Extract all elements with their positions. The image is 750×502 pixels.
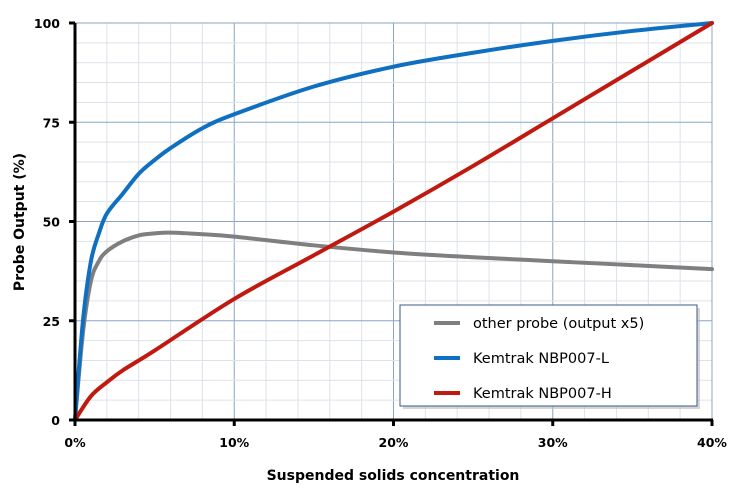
y-tick-label: 75 xyxy=(43,115,60,130)
series-line-1 xyxy=(73,21,714,422)
x-tick-label: 30% xyxy=(538,435,568,450)
legend: other probe (output x5) Kemtrak NBP007-L K… xyxy=(399,304,700,409)
x-axis-label: Suspended solids concentration xyxy=(267,468,520,484)
y-tick-label: 50 xyxy=(43,215,61,230)
legend-label: other probe (output x5) xyxy=(473,316,644,332)
x-tick-label: 20% xyxy=(379,435,409,450)
x-tick-label: 0% xyxy=(64,435,86,450)
y-axis-label: Probe Output (%) xyxy=(12,153,28,291)
x-tick-label: 10% xyxy=(219,435,249,450)
y-tick-label: 100 xyxy=(34,16,60,31)
legend-label: Kemtrak NBP007-H xyxy=(473,386,612,402)
series-line-0 xyxy=(73,230,714,422)
series-lines xyxy=(73,21,714,422)
x-tick-label: 40% xyxy=(697,435,727,450)
tick-labels: 0% 10% 20% 30% 40% 0 25 50 75 100 xyxy=(34,16,728,450)
y-tick-label: 0 xyxy=(51,413,60,428)
y-tick-label: 25 xyxy=(43,314,60,329)
legend-label: Kemtrak NBP007-L xyxy=(473,351,609,367)
series-line-2 xyxy=(73,21,714,422)
